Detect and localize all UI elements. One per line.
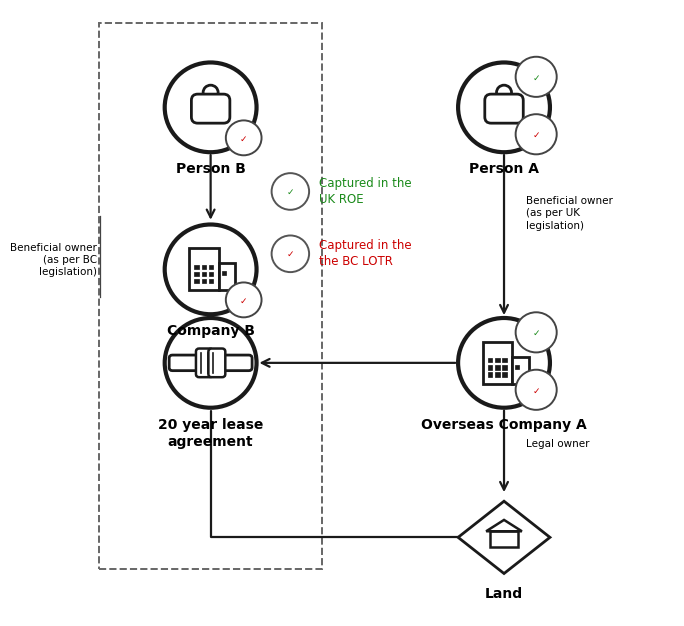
Bar [488, 358, 492, 362]
Bar [495, 358, 499, 362]
Circle shape [272, 173, 309, 210]
FancyBboxPatch shape [499, 98, 510, 102]
Text: Person B: Person B [176, 162, 246, 176]
FancyBboxPatch shape [196, 349, 213, 377]
Bar [99, 23, 322, 568]
Bar [194, 265, 199, 269]
Circle shape [203, 85, 218, 100]
Text: ✓: ✓ [287, 250, 294, 259]
Text: Beneficial owner
(as per BC
legislation): Beneficial owner (as per BC legislation) [10, 243, 97, 277]
Bar [502, 358, 507, 362]
Text: ✓: ✓ [532, 386, 540, 396]
Bar [495, 372, 499, 377]
Circle shape [226, 120, 261, 155]
Circle shape [165, 63, 256, 152]
Text: Company B: Company B [167, 324, 254, 338]
Text: Person A: Person A [469, 162, 539, 176]
FancyBboxPatch shape [192, 94, 230, 123]
Bar [495, 365, 499, 369]
Bar [202, 272, 206, 276]
Circle shape [458, 318, 550, 408]
FancyBboxPatch shape [209, 349, 225, 377]
Text: Land: Land [485, 587, 523, 601]
Bar [194, 279, 199, 284]
Circle shape [165, 318, 256, 408]
Bar [194, 272, 199, 276]
Bar [209, 265, 213, 269]
Bar [202, 279, 206, 284]
Bar [488, 372, 492, 377]
Text: Overseas Company A: Overseas Company A [421, 418, 587, 432]
Text: ✓: ✓ [240, 135, 248, 143]
Polygon shape [486, 520, 522, 531]
Circle shape [516, 312, 557, 352]
FancyBboxPatch shape [485, 94, 523, 123]
Circle shape [497, 85, 512, 100]
Bar [189, 249, 219, 290]
Bar [202, 265, 206, 269]
FancyBboxPatch shape [205, 98, 216, 102]
Text: Legal owner: Legal owner [527, 439, 590, 449]
Bar [209, 279, 213, 284]
Bar [222, 272, 226, 275]
Bar [490, 531, 518, 547]
Bar [515, 365, 519, 369]
Bar [219, 264, 235, 290]
Circle shape [516, 114, 557, 155]
Bar [502, 365, 507, 369]
Bar [512, 357, 529, 384]
Text: 20 year lease
agreement: 20 year lease agreement [158, 418, 263, 449]
Bar [483, 342, 512, 384]
FancyBboxPatch shape [217, 355, 252, 371]
FancyBboxPatch shape [169, 355, 205, 371]
Text: Captured in the
UK ROE: Captured in the UK ROE [319, 177, 412, 206]
Text: Captured in the
the BC LOTR: Captured in the the BC LOTR [319, 239, 412, 269]
Circle shape [516, 370, 557, 410]
Circle shape [165, 225, 256, 314]
Circle shape [272, 235, 309, 272]
Circle shape [226, 282, 261, 317]
Text: ✓: ✓ [532, 74, 540, 83]
Text: ✓: ✓ [532, 329, 540, 338]
Bar [209, 272, 213, 276]
Text: Beneficial owner
(as per UK
legislation): Beneficial owner (as per UK legislation) [527, 196, 614, 231]
Bar [502, 372, 507, 377]
Text: ✓: ✓ [240, 297, 248, 305]
Text: ✓: ✓ [532, 131, 540, 140]
Bar [488, 365, 492, 369]
Polygon shape [458, 501, 550, 573]
Circle shape [516, 57, 557, 97]
Text: ✓: ✓ [287, 188, 294, 197]
Circle shape [458, 63, 550, 152]
